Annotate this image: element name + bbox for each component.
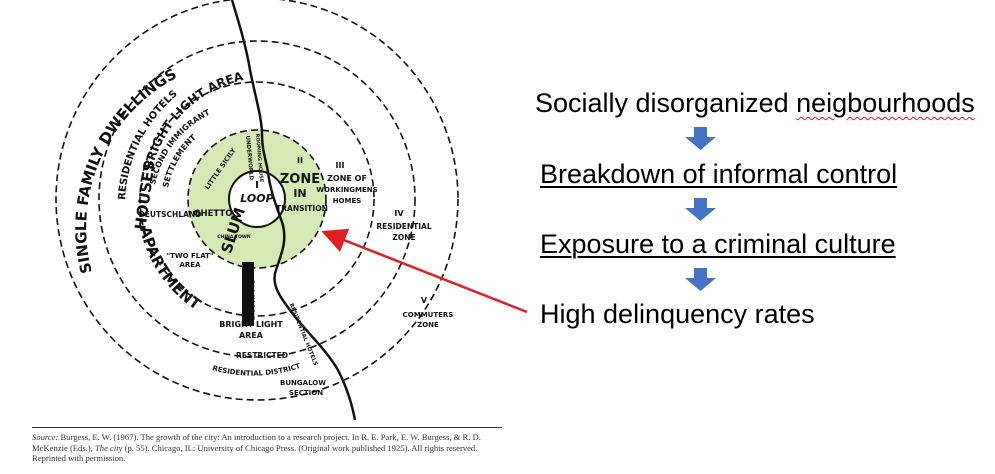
flow-step-4: High delinquency rates — [540, 299, 815, 329]
black-belt-bar — [242, 262, 254, 326]
source-text-1: Burgess, E. W. (1967). The growth of the… — [32, 432, 481, 453]
deutschland-label: DEUTSCHLAND — [139, 210, 202, 219]
zone-iii-line2: WORKINGMENS — [316, 186, 377, 194]
lake-shore-line — [230, 0, 357, 421]
zone-i-number: I — [255, 180, 259, 191]
source-divider — [32, 427, 502, 428]
two-flat-label-2: AREA — [179, 261, 201, 269]
restricted-label-2: RESIDENTIAL DISTRICT — [211, 362, 301, 378]
zone-v-circle — [55, 0, 459, 401]
residential-hotels-bottom-label: RESIDENTIAL HOTELS — [288, 303, 319, 367]
rooming-house-label: ROOMING HOUSE — [254, 133, 264, 183]
zone-v-line1: COMMUTERS — [403, 311, 454, 319]
bright-light-bottom-label-1: BRIGHT LIGHT — [219, 320, 283, 329]
flow-step-1-misspelled: neigbourhoods — [796, 88, 975, 118]
apartment-label: APARTMENT — [136, 224, 205, 313]
flow-step-2: Breakdown of informal control — [540, 159, 898, 189]
source-label: Source: — [32, 432, 59, 442]
down-arrow-icon — [685, 268, 716, 291]
zone-v-line2: ZONE — [417, 321, 439, 329]
china-town-label: CHINA TOWN — [217, 234, 250, 240]
ghetto-label: GHETTO — [194, 209, 233, 219]
zone-v-number: V — [421, 296, 428, 305]
source-title: The city — [95, 442, 123, 453]
two-flat-label-1: "TWO FLAT" — [166, 252, 213, 260]
zone-iii-number: III — [336, 161, 345, 170]
underworld-label: UNDERWORLD — [244, 135, 254, 180]
zone-ii-line2: IN — [293, 187, 306, 200]
zone-iv-line2: ZONE — [392, 233, 415, 242]
black-belt-label: BLACK BELT — [248, 280, 255, 321]
zone-iv-circle — [98, 40, 416, 358]
zone-iv-number: IV — [394, 209, 404, 218]
zone-iii-line1: ZONE OF — [327, 174, 367, 183]
houses-label: HOUSES — [131, 160, 158, 231]
bungalow-label-1: BUNGALOW — [280, 379, 326, 387]
zone-ii-number: II — [297, 156, 303, 165]
down-arrow-icon — [685, 198, 716, 221]
flow-step-1: Socially disorganized neigbourhoods — [535, 90, 975, 117]
zone-ii-circle — [187, 129, 327, 269]
source-citation: Source: Burgess, E. W. (1967). The growt… — [32, 432, 502, 464]
restricted-label-1: RESTRICTED — [236, 351, 288, 360]
zone-ii-line3: TRANSITION — [276, 204, 328, 213]
zone-iv-line1: RESIDENTIAL — [376, 222, 431, 231]
pointer-arrow — [321, 228, 528, 314]
source-text-2: (p. 55). Chicago, IL: University of Chic… — [32, 442, 478, 464]
flow-step-3: Exposure to a criminal culture — [540, 229, 896, 259]
down-arrow-icon — [685, 127, 716, 150]
zone-iii-line3: HOMES — [333, 197, 362, 205]
bright-light-bottom-label-2: AREA — [239, 331, 264, 340]
zone-i-name: LOOP — [240, 192, 273, 205]
flow-step-1-main: Socially disorganized — [535, 88, 797, 118]
zone-iii-circle — [139, 81, 375, 317]
bungalow-label-2: SECTION — [289, 389, 323, 397]
zone-ii-line1: ZONE — [280, 172, 320, 187]
